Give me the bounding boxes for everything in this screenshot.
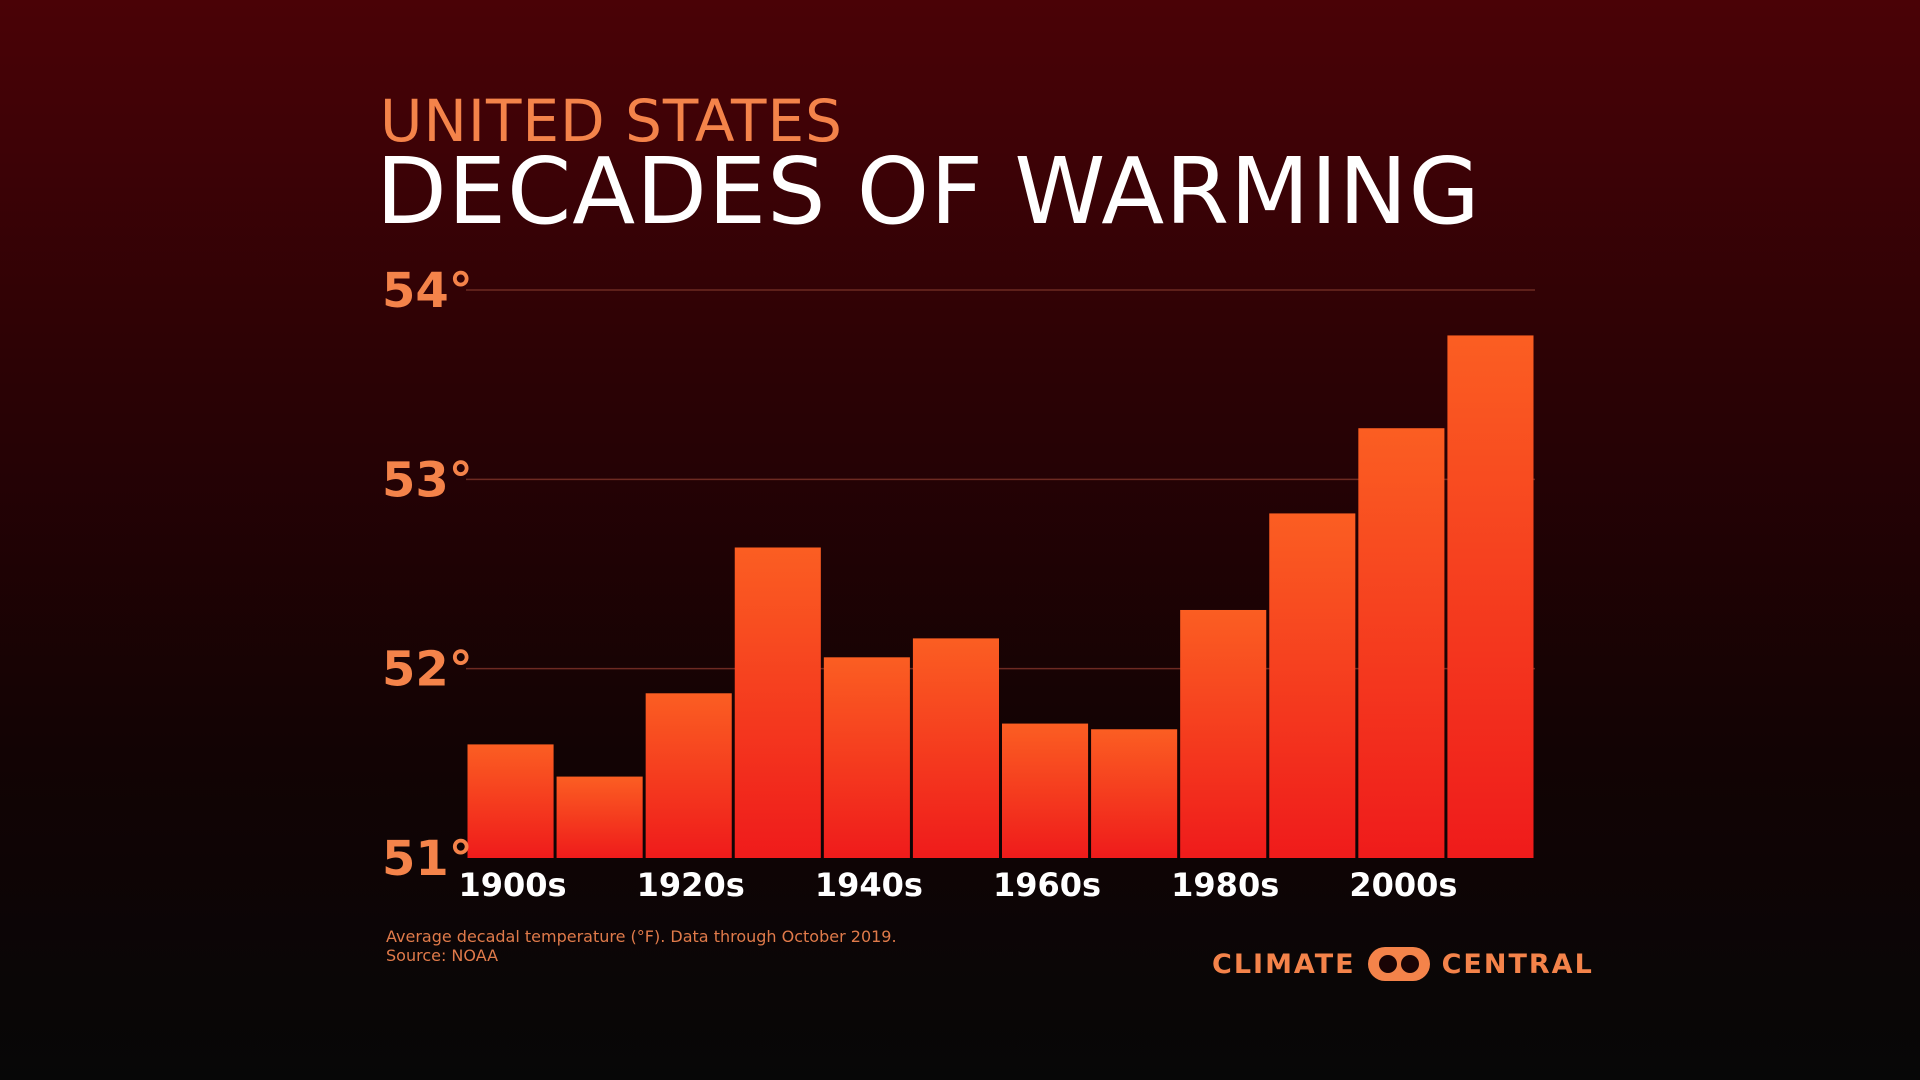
bar-2010s <box>1447 335 1534 858</box>
y-tick-label: 51° <box>382 831 473 887</box>
x-tick-label: 1940s <box>815 866 923 904</box>
x-axis-ticks: 1900s 1920s 1940s 1960s 1980s 2000s <box>458 866 1457 904</box>
brand-name-right: CENTRAL <box>1441 948 1594 980</box>
bar-1930s <box>734 547 821 858</box>
y-tick-label: 54° <box>382 263 473 319</box>
bar-1980s <box>1180 609 1267 858</box>
climate-central-logo: CLIMATE CENTRAL <box>1212 944 1594 984</box>
chart-subtitle: UNITED STATES <box>380 87 843 155</box>
footnote-source: Source: NOAA <box>386 946 499 965</box>
chart-title: DECADES OF WARMING <box>376 138 1481 245</box>
bar-1950s <box>912 638 999 858</box>
gridlines <box>466 289 1535 670</box>
brand-name-left: CLIMATE <box>1212 948 1356 980</box>
bar-1920s <box>645 693 732 858</box>
x-tick-label: 1900s <box>458 866 566 904</box>
climate-central-logo-icon <box>1367 947 1430 981</box>
x-tick-label: 1960s <box>993 866 1101 904</box>
y-axis-ticks: 51° 52° 53° 54° <box>382 263 473 887</box>
x-tick-label: 2000s <box>1349 866 1457 904</box>
bar-1970s <box>1091 729 1178 858</box>
footnote-description: Average decadal temperature (°F). Data t… <box>386 927 897 946</box>
bar-1900s <box>467 744 554 858</box>
y-tick-label: 52° <box>382 642 473 698</box>
bar-2000s <box>1358 428 1445 858</box>
bar-1960s <box>1002 723 1089 858</box>
x-tick-label: 1980s <box>1171 866 1279 904</box>
footnote: Average decadal temperature (°F). Data t… <box>386 927 897 965</box>
bar-1990s <box>1269 513 1356 858</box>
bar-1910s <box>556 776 643 858</box>
y-tick-label: 53° <box>382 452 473 508</box>
bar-1940s <box>823 657 910 858</box>
bars <box>467 335 1534 858</box>
x-tick-label: 1920s <box>637 866 745 904</box>
